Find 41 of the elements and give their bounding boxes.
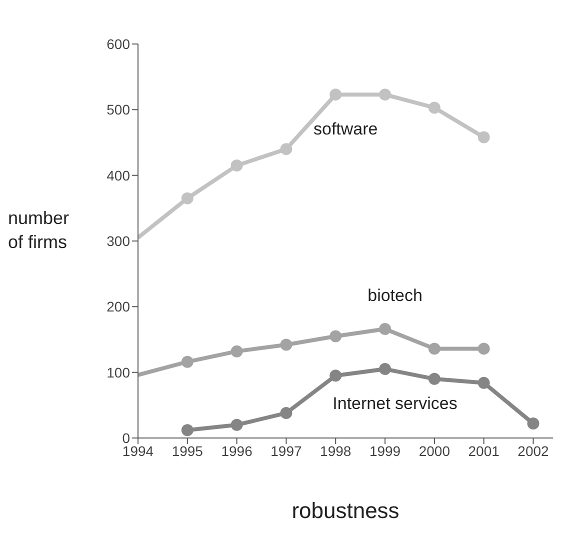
y-tick-label: 100 <box>106 364 130 380</box>
point <box>379 322 392 335</box>
point <box>428 102 440 114</box>
point <box>478 376 490 389</box>
point <box>478 131 490 144</box>
series-label: biotech <box>368 286 422 305</box>
x-tick-label: 1995 <box>172 442 204 459</box>
point <box>330 330 342 342</box>
y-tick-label: 600 <box>106 36 130 52</box>
x-tick-label: 2002 <box>518 442 550 459</box>
point <box>428 372 440 385</box>
series-label: Internet services <box>332 394 458 414</box>
y-axis-title: number of firms <box>8 207 70 254</box>
y-tick-label: 500 <box>106 102 130 118</box>
x-tick-label: 1996 <box>221 442 253 459</box>
point <box>181 424 194 436</box>
point <box>280 143 292 156</box>
point <box>527 418 540 430</box>
point <box>181 356 194 368</box>
x-tick-label: 2001 <box>468 442 500 459</box>
point <box>230 159 243 172</box>
y-tick-label: 200 <box>106 298 130 315</box>
x-tick-label: 2000 <box>418 442 450 459</box>
point <box>280 338 292 351</box>
point <box>330 370 342 382</box>
point <box>379 88 392 101</box>
point <box>478 342 490 355</box>
x-tick-label: 1998 <box>320 442 352 459</box>
y-tick-label: 300 <box>106 232 130 249</box>
point <box>379 363 392 376</box>
point <box>428 342 440 355</box>
point <box>280 407 292 420</box>
x-axis-title: robustness <box>290 498 400 524</box>
y-tick-label: 400 <box>106 167 130 184</box>
point <box>330 88 342 101</box>
point <box>181 192 194 204</box>
x-tick-label: 1999 <box>369 442 401 459</box>
point <box>230 418 243 431</box>
x-tick-label: 1997 <box>270 442 302 459</box>
point <box>230 345 243 358</box>
series-label: software <box>313 120 378 139</box>
